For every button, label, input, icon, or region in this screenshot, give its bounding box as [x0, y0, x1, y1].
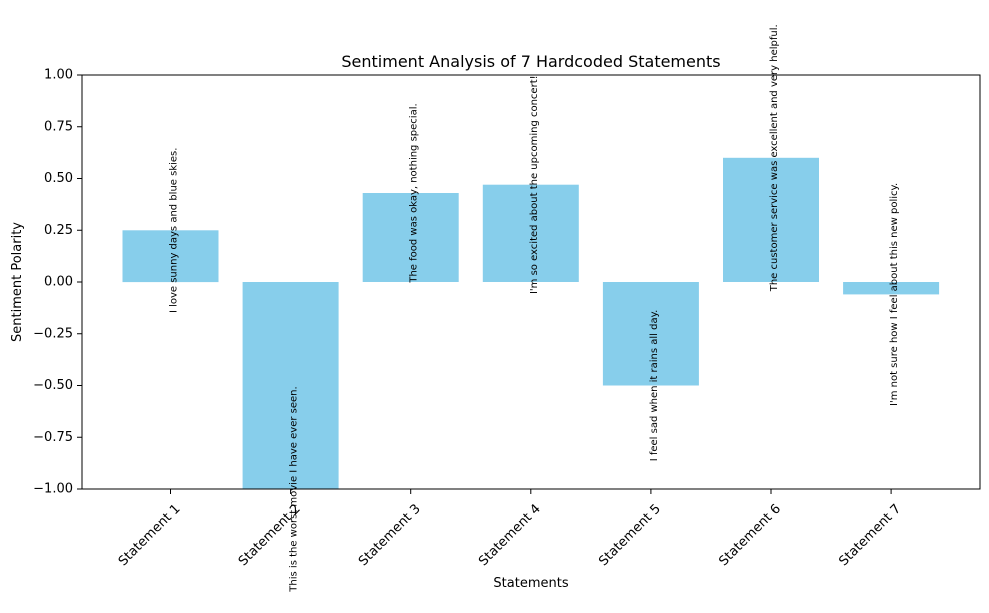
bar-statement-3: [362, 193, 459, 282]
statement-text-3: The food was okay, nothing special.: [409, 103, 420, 283]
x-axis-label: Statements: [493, 576, 568, 591]
bar-statement-4: [482, 184, 579, 282]
x-tick-label: Statement 3: [356, 501, 424, 569]
statement-text-4: I'm so excited about the upcoming concer…: [529, 75, 540, 294]
bar-statement-6: [723, 157, 819, 282]
statement-text-6: The customer service was excellent and v…: [769, 24, 780, 292]
bars-group: [122, 157, 940, 489]
bar-statement-7: [843, 282, 940, 295]
chart-title: Sentiment Analysis of 7 Hardcoded Statem…: [341, 52, 720, 71]
bar-statement-1: [122, 230, 219, 283]
x-tick-label: Statement 4: [476, 501, 544, 569]
y-axis-ticks: −1.00 −0.75 −0.50 −0.25 0.00 0.25 0.50 0.75 1.00: [33, 68, 82, 497]
statement-text-7: I'm not sure how I feel about this new p…: [889, 183, 900, 406]
x-tick-label: Statement 1: [116, 501, 184, 569]
y-tick-label: −0.75: [33, 430, 73, 445]
y-tick-label: 1.00: [44, 68, 73, 83]
y-tick-label: 0.50: [44, 171, 73, 186]
y-tick-label: 0.25: [44, 223, 73, 238]
y-axis-label: Sentiment Polarity: [10, 222, 25, 342]
x-tick-label: Statement 7: [836, 501, 904, 569]
y-tick-label: −1.00: [33, 482, 73, 497]
y-tick-label: 0.75: [44, 119, 73, 134]
x-axis-ticks: Statement 1 Statement 2 Statement 3 Stateme…: [116, 489, 904, 569]
statement-text-1: I love sunny days and blue skies.: [169, 148, 180, 313]
y-tick-label: −0.50: [33, 378, 73, 393]
statement-text-5: I feel sad when it rains all day.: [649, 310, 660, 462]
x-tick-label: Statement 6: [716, 501, 784, 569]
bar-statement-2: [242, 282, 339, 489]
y-tick-label: −0.25: [33, 326, 73, 341]
bar-statement-5: [602, 282, 699, 386]
x-tick-label: Statement 5: [596, 501, 664, 569]
y-tick-label: 0.00: [44, 275, 73, 290]
